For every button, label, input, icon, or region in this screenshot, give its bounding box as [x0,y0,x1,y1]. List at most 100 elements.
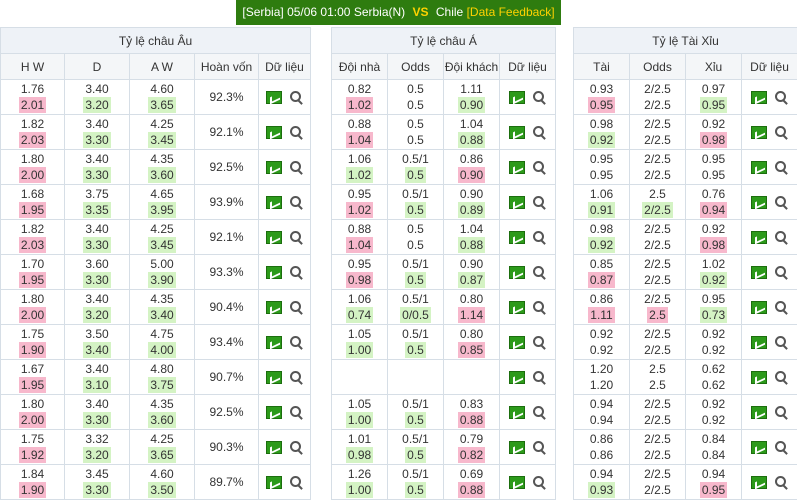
magnifier-icon[interactable] [775,406,788,419]
line-chart-icon[interactable] [751,91,767,104]
line-chart-icon[interactable] [751,266,767,279]
magnifier-icon[interactable] [775,371,788,384]
magnifier-icon[interactable] [533,231,546,244]
line-chart-icon[interactable] [751,406,767,419]
col-data: Dữ liệu [500,54,556,80]
line-chart-icon[interactable] [266,476,282,489]
magnifier-icon[interactable] [775,336,788,349]
col-under: Xỉu [686,54,742,80]
magnifier-icon[interactable] [290,231,303,244]
magnifier-icon[interactable] [775,266,788,279]
live-odds: 0.5 [405,482,426,498]
live-odds: 0.5 [405,97,426,113]
magnifier-icon[interactable] [290,476,303,489]
line-chart-icon[interactable] [509,231,525,244]
opening-odds: 4.60 [130,81,194,97]
line-chart-icon[interactable] [509,161,525,174]
line-chart-icon[interactable] [509,91,525,104]
line-chart-icon[interactable] [266,161,282,174]
line-chart-icon[interactable] [266,301,282,314]
line-chart-icon[interactable] [751,161,767,174]
magnifier-icon[interactable] [290,441,303,454]
data-tools [259,220,311,255]
magnifier-icon[interactable] [290,371,303,384]
data-feedback-link[interactable]: [Data Feedback] [467,5,555,19]
line-chart-icon[interactable] [266,371,282,384]
magnifier-icon[interactable] [533,301,546,314]
magnifier-icon[interactable] [290,336,303,349]
magnifier-icon[interactable] [775,441,788,454]
magnifier-icon[interactable] [533,126,546,139]
line-chart-icon[interactable] [751,476,767,489]
magnifier-icon[interactable] [775,231,788,244]
magnifier-icon[interactable] [290,301,303,314]
magnifier-icon[interactable] [533,441,546,454]
line-chart-icon[interactable] [509,371,525,384]
magnifier-icon[interactable] [533,371,546,384]
line-chart-icon[interactable] [509,476,525,489]
line-chart-icon[interactable] [751,196,767,209]
magnifier-icon[interactable] [775,91,788,104]
line-chart-icon[interactable] [509,406,525,419]
line-chart-icon[interactable] [266,336,282,349]
line-chart-icon[interactable] [266,91,282,104]
line-chart-icon[interactable] [266,406,282,419]
magnifier-icon[interactable] [775,476,788,489]
magnifier-icon[interactable] [290,161,303,174]
data-tools [259,255,311,290]
line-chart-icon[interactable] [266,126,282,139]
live-odds: 0.88 [458,412,485,428]
line-chart-icon[interactable] [751,126,767,139]
line-chart-icon[interactable] [509,336,525,349]
line-chart-icon[interactable] [751,336,767,349]
line-chart-icon[interactable] [509,301,525,314]
line-chart-icon[interactable] [509,196,525,209]
line-chart-icon[interactable] [266,266,282,279]
opening-odds: 0.5/1 [388,326,443,342]
magnifier-icon[interactable] [533,406,546,419]
line-chart-icon[interactable] [509,126,525,139]
magnifier-icon[interactable] [533,336,546,349]
magnifier-icon[interactable] [533,91,546,104]
magnifier-icon[interactable] [775,126,788,139]
magnifier-icon[interactable] [775,301,788,314]
magnifier-icon[interactable] [775,196,788,209]
live-odds-line: 3.30 [65,167,129,183]
line-chart-icon[interactable] [509,441,525,454]
live-odds: 3.50 [148,482,175,498]
away-team: Chile [436,5,463,19]
opening-odds: 0.79 [444,431,499,447]
magnifier-icon[interactable] [290,266,303,279]
live-odds-line: 0.5 [388,412,443,428]
magnifier-icon[interactable] [775,161,788,174]
line-chart-icon[interactable] [751,301,767,314]
line-chart-icon[interactable] [751,231,767,244]
live-odds: 2.5 [647,307,668,323]
magnifier-icon[interactable] [533,266,546,279]
opening-odds: 1.76 [1,81,64,97]
magnifier-icon[interactable] [533,476,546,489]
magnifier-icon[interactable] [290,196,303,209]
magnifier-icon[interactable] [290,91,303,104]
live-odds-line: 1.04 [332,237,387,253]
magnifier-icon[interactable] [290,406,303,419]
line-chart-icon[interactable] [509,266,525,279]
magnifier-icon[interactable] [290,126,303,139]
data-tools [259,150,311,185]
magnifier-icon[interactable] [533,196,546,209]
line-chart-icon[interactable] [751,441,767,454]
magnifier-icon[interactable] [533,161,546,174]
line-chart-icon[interactable] [266,231,282,244]
line-chart-icon[interactable] [266,196,282,209]
line-chart-icon[interactable] [751,371,767,384]
line-chart-icon[interactable] [266,441,282,454]
data-tools [500,185,556,220]
